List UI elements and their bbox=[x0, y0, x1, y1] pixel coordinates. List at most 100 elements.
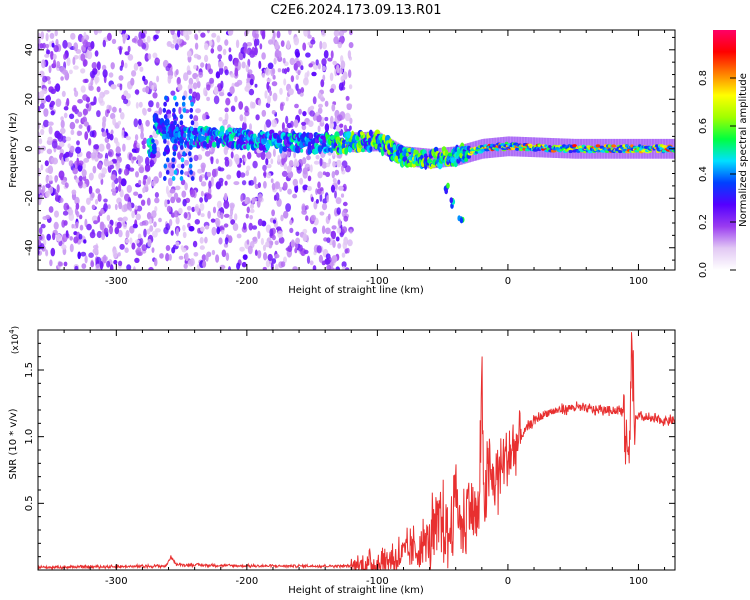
heatmap-streak-blob bbox=[180, 157, 185, 163]
heatmap-noise-blob bbox=[332, 239, 336, 248]
heatmap-noise-blob bbox=[221, 249, 227, 258]
heatmap-noise-blob bbox=[295, 74, 299, 81]
heatmap-noise-blob bbox=[294, 184, 299, 193]
heatmap-noise-blob bbox=[103, 90, 110, 95]
heatmap-streak-blob bbox=[179, 176, 184, 181]
heatmap-noise-blob bbox=[286, 165, 292, 173]
heatmap-noise-blob bbox=[201, 254, 207, 261]
heatmap-noise-blob bbox=[249, 179, 255, 186]
heatmap-noise-blob bbox=[138, 118, 142, 126]
heatmap-noise-blob bbox=[330, 50, 334, 59]
snr-y-axis-label: SNR (10 * v/v) bbox=[8, 408, 19, 479]
heatmap-trace-blob bbox=[151, 143, 157, 151]
heatmap-noise-blob bbox=[39, 70, 45, 78]
heatmap-noise-blob bbox=[119, 83, 123, 91]
heatmap-noise-blob bbox=[180, 245, 184, 251]
heatmap-noise-blob bbox=[153, 221, 157, 228]
heatmap-noise-blob bbox=[131, 242, 136, 250]
heatmap-noise-blob bbox=[74, 265, 79, 270]
y-tick-label: 1.5 bbox=[24, 362, 35, 378]
heatmap-noise-blob bbox=[236, 170, 242, 179]
heatmap-noise-blob bbox=[297, 70, 301, 76]
heatmap-noise-blob bbox=[263, 170, 267, 179]
heatmap-noise-blob bbox=[268, 39, 273, 45]
heatmap-streak-blob bbox=[182, 151, 186, 157]
heatmap-noise-blob bbox=[154, 192, 159, 198]
heatmap-noise-blob bbox=[269, 90, 272, 97]
snr-plot-area bbox=[38, 330, 675, 570]
heatmap-noise-blob bbox=[204, 43, 209, 51]
heatmap-noise-blob bbox=[110, 129, 114, 135]
heatmap-noise-blob bbox=[295, 237, 300, 244]
heatmap-noise-blob bbox=[309, 110, 315, 117]
heatmap-noise-blob bbox=[232, 223, 239, 231]
heatmap-noise-blob bbox=[113, 259, 118, 265]
heatmap-noise-blob bbox=[180, 41, 187, 46]
heatmap-noise-blob bbox=[76, 157, 80, 167]
heatmap-noise-blob bbox=[220, 80, 224, 89]
heatmap-streak-blob bbox=[180, 163, 185, 169]
heatmap-noise-blob bbox=[106, 142, 111, 150]
y-tick-label: 0 bbox=[24, 146, 35, 152]
heatmap-noise-blob bbox=[48, 206, 54, 213]
heatmap-noise-blob bbox=[205, 253, 209, 262]
heatmap-noise-blob bbox=[199, 203, 205, 211]
heatmap-noise-blob bbox=[235, 39, 240, 49]
heatmap-noise-blob bbox=[252, 160, 258, 169]
heatmap-noise-blob bbox=[293, 150, 296, 159]
heatmap-noise-blob bbox=[206, 84, 211, 91]
heatmap-noise-blob bbox=[155, 58, 161, 63]
heatmap-noise-blob bbox=[249, 123, 252, 131]
heatmap-noise-blob bbox=[186, 50, 192, 58]
heatmap-noise-blob bbox=[109, 225, 113, 235]
heatmap-noise-blob bbox=[175, 69, 179, 76]
heatmap-noise-blob bbox=[224, 39, 229, 46]
heatmap-noise-blob bbox=[166, 140, 170, 147]
heatmap-noise-blob bbox=[295, 60, 301, 68]
heatmap-noise-blob bbox=[200, 213, 205, 218]
heatmap-noise-blob bbox=[45, 183, 51, 188]
heatmap-noise-blob bbox=[257, 193, 263, 203]
heatmap-streak-blob bbox=[190, 101, 194, 107]
heatmap-noise-blob bbox=[39, 90, 45, 99]
heatmap-noise-blob bbox=[63, 53, 67, 60]
heatmap-noise-blob bbox=[140, 32, 146, 39]
heatmap-noise-blob bbox=[302, 184, 309, 191]
heatmap-noise-blob bbox=[234, 82, 240, 87]
heatmap-noise-blob bbox=[64, 182, 69, 188]
heatmap-streak-blob bbox=[183, 132, 187, 138]
x-tick-label: 0 bbox=[505, 576, 511, 587]
heatmap-noise-blob bbox=[288, 30, 292, 36]
heatmap-noise-blob bbox=[281, 170, 288, 177]
heatmap-noise-blob bbox=[141, 140, 146, 146]
heatmap-noise-blob bbox=[132, 223, 138, 229]
heatmap-noise-blob bbox=[267, 95, 271, 104]
heatmap-noise-blob bbox=[192, 240, 198, 248]
heatmap-noise-blob bbox=[316, 245, 322, 254]
heatmap-noise-blob bbox=[107, 32, 112, 42]
heatmap-noise-blob bbox=[131, 38, 137, 43]
heatmap-noise-blob bbox=[263, 252, 268, 261]
heatmap-noise-blob bbox=[50, 50, 54, 60]
heatmap-noise-blob bbox=[321, 41, 327, 50]
heatmap-noise-blob bbox=[251, 198, 256, 204]
heatmap-noise-blob bbox=[41, 59, 46, 69]
heatmap-noise-blob bbox=[152, 230, 158, 238]
heatmap-noise-blob bbox=[70, 129, 75, 135]
heatmap-noise-blob bbox=[119, 65, 123, 71]
heatmap-noise-blob bbox=[55, 98, 62, 107]
heatmap-noise-blob bbox=[118, 260, 123, 267]
heatmap-streak-blob bbox=[182, 107, 187, 113]
heatmap-noise-blob bbox=[326, 237, 331, 244]
heatmap-noise-blob bbox=[166, 109, 172, 115]
heatmap-noise-blob bbox=[176, 76, 181, 85]
heatmap-noise-blob bbox=[56, 233, 62, 242]
heatmap-noise-blob bbox=[285, 96, 289, 102]
heatmap-trace-blob bbox=[414, 150, 419, 155]
heatmap-noise-blob bbox=[292, 266, 298, 270]
heatmap-noise-blob bbox=[100, 221, 105, 231]
heatmap-noise-blob bbox=[288, 160, 294, 167]
heatmap-noise-blob bbox=[45, 32, 49, 42]
heatmap-noise-blob bbox=[71, 104, 78, 113]
heatmap-noise-blob bbox=[326, 195, 329, 203]
